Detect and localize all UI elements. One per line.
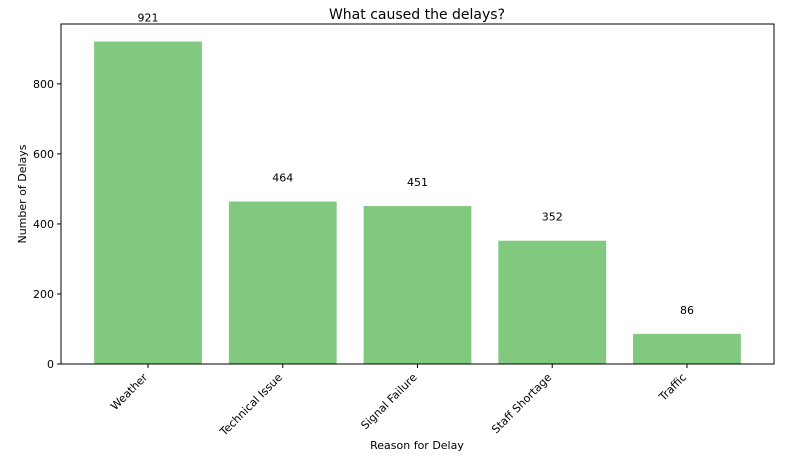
y-axis-label: Number of Delays [16, 144, 29, 243]
bar [363, 206, 472, 364]
x-tick-label: Signal Failure [358, 371, 419, 432]
x-tick-label: Traffic [656, 371, 689, 404]
data-label: 921 [138, 12, 159, 25]
y-tick-label: 200 [33, 288, 54, 301]
bar [633, 333, 741, 364]
y-tick-label: 400 [33, 218, 54, 231]
x-axis-label: Reason for Delay [370, 439, 464, 452]
x-tick-label: Staff Shortage [489, 371, 554, 436]
data-label: 451 [407, 176, 428, 189]
x-tick-label: Weather [108, 371, 150, 413]
data-label: 86 [680, 304, 694, 317]
data-label: 352 [542, 211, 563, 224]
bar [498, 240, 607, 364]
bar [228, 201, 337, 364]
y-tick-label: 600 [33, 148, 54, 161]
x-tick-label: Technical Issue [217, 371, 285, 439]
bar [94, 41, 202, 365]
chart-title: What caused the delays? [329, 7, 505, 23]
y-tick-label: 800 [33, 78, 54, 91]
y-tick-label: 0 [47, 358, 54, 371]
plot-frame [60, 23, 775, 365]
data-label: 464 [272, 172, 293, 185]
